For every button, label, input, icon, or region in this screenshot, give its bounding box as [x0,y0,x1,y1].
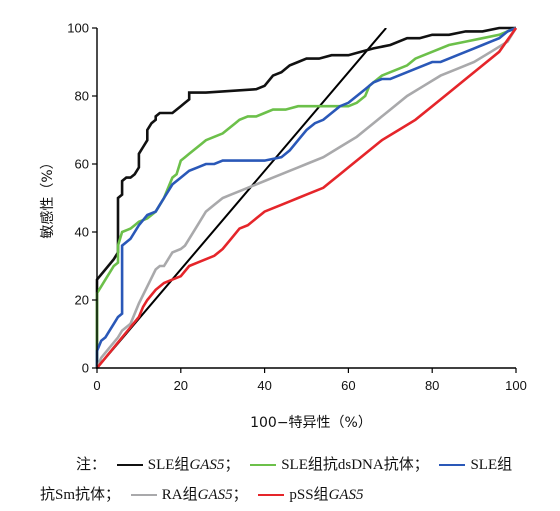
reference-line [97,28,387,368]
legend-swatch-pss-gas5 [258,493,285,496]
legend-label-sle-gas5-prefix: SLE组 [147,457,190,473]
roc-chart: 0 20 40 60 80 100 0 20 40 60 80 100 100−特异性（%） 敏感性（… [39,21,527,432]
legend-label-pss-gas5-italic: GAS5 [328,487,364,503]
series-line-0 [95,26,516,368]
legend-swatch-ra-gas5 [130,493,157,496]
legend-line-1: 注： SLE组GAS5； SLE组抗dsDNA抗体； SLE组 [40,450,540,480]
legend-item-sle-gas5: SLE组GAS5； [110,457,240,473]
x-axis-title: 100−特异性（%） [250,415,372,431]
y-tick-label-40: 40 [75,225,89,240]
legend-note: 注： [76,457,107,473]
legend-swatch-sle-dsdna [250,463,277,466]
legend-label-sle-sm-part2: 抗Sm抗体； [40,487,121,503]
legend-swatch-sle-sm [439,463,466,466]
legend-label-sle-sm-part1: SLE组 [470,457,513,473]
plot-area: 0 20 40 60 80 100 0 20 40 60 80 100 [67,21,527,394]
y-axis-title: 敏感性（%） [39,155,56,238]
series-line-2 [95,26,517,368]
legend-item-pss-gas5: pSS组GAS5 [251,487,364,503]
legend-item-ra-gas5: RA组GAS5； [124,487,248,503]
legend-label-pss-gas5-prefix: pSS组 [289,487,329,503]
legend-label-ra-gas5-suffix: ； [232,487,248,503]
x-tick-label-0: 0 [93,378,100,393]
y-tick-label-100: 100 [67,21,89,36]
legend-label-sle-gas5-suffix: ； [224,457,240,473]
legend-label-ra-gas5-italic: GAS5 [197,487,233,503]
legend-item-sle-dsdna: SLE组抗dsDNA抗体； [243,457,429,473]
legend-label-sle-dsdna: SLE组抗dsDNA抗体； [281,457,429,473]
x-tick-label-40: 40 [257,378,271,393]
y-tick-label-80: 80 [75,89,89,104]
legend-swatch-sle-gas5 [116,463,143,466]
legend-label-ra-gas5-prefix: RA组 [161,487,198,503]
x-tick-label-60: 60 [341,378,355,393]
series-line-1 [95,26,517,368]
y-tick-label-60: 60 [75,157,89,172]
y-tick-label-20: 20 [75,293,89,308]
series-line-3 [95,27,518,369]
x-tick-label-80: 80 [425,378,439,393]
x-tick-label-20: 20 [174,378,188,393]
legend-item-sle-sm: SLE组 [432,457,512,473]
x-tick-label-100: 100 [505,378,527,393]
legend-line-2: 抗Sm抗体； RA组GAS5； pSS组GAS5 [40,480,540,510]
legend: 注： SLE组GAS5； SLE组抗dsDNA抗体； SLE组 抗Sm抗体； R… [40,450,540,510]
legend-label-sle-gas5-italic: GAS5 [189,457,225,473]
series-line-4 [95,27,518,369]
y-tick-label-0: 0 [82,361,89,376]
